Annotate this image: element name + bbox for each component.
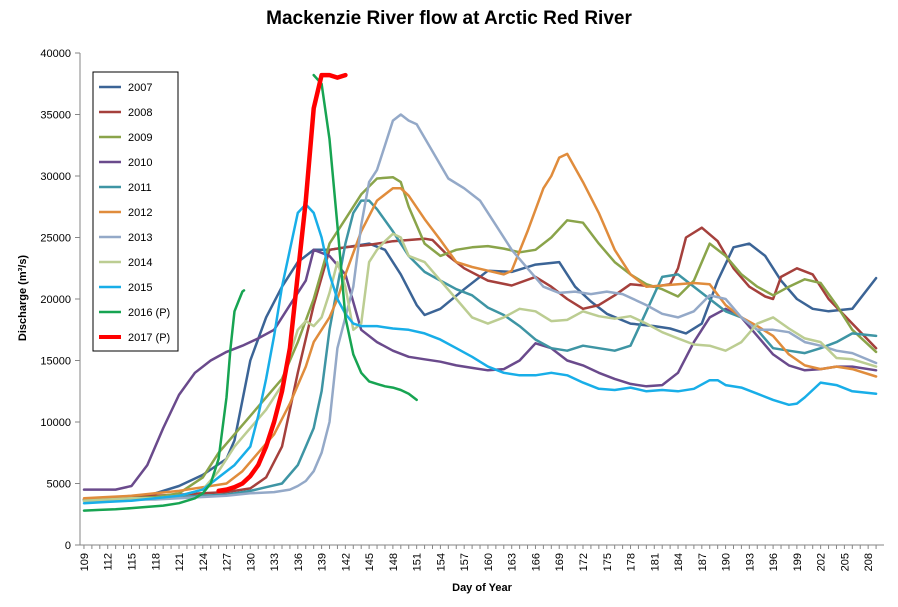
x-tick-label: 121 <box>174 553 186 571</box>
legend-label: 2012 <box>128 207 152 219</box>
x-tick-label: 166 <box>530 553 542 571</box>
x-tick-label: 139 <box>317 553 329 571</box>
x-tick-label: 208 <box>863 553 875 571</box>
series-line-2014 <box>82 232 878 502</box>
x-tick-label: 151 <box>412 553 424 571</box>
x-tick-label: 154 <box>435 553 447 571</box>
x-tick-label: 127 <box>222 553 234 571</box>
y-tick-label: 5000 <box>47 479 71 491</box>
series-line-2008 <box>82 226 878 501</box>
y-tick-label: 15000 <box>40 356 71 368</box>
x-tick-label: 133 <box>269 553 281 571</box>
x-tick-label: 181 <box>649 553 661 571</box>
series-line-2012 <box>82 152 878 500</box>
x-tick-label: 145 <box>364 553 376 571</box>
x-tick-label: 112 <box>103 553 115 571</box>
y-tick-label: 20000 <box>40 294 71 306</box>
x-tick-label: 157 <box>459 553 471 571</box>
chart-title: Mackenzie River flow at Arctic Red River <box>266 8 632 29</box>
x-tick-label: 124 <box>198 553 210 571</box>
legend-label: 2013 <box>128 232 152 244</box>
series-line-2011 <box>82 199 878 502</box>
series-line-2007 <box>82 242 878 501</box>
x-tick-label: 178 <box>626 553 638 571</box>
x-tick-label: 187 <box>697 553 709 571</box>
series-layer <box>82 72 878 512</box>
x-tick-label: 193 <box>744 553 756 571</box>
x-tick-label: 109 <box>79 553 91 571</box>
x-tick-label: 136 <box>293 553 305 571</box>
series-line-2016-p-b <box>312 73 418 402</box>
legend-label: 2016 (P) <box>128 307 170 319</box>
y-tick-label: 10000 <box>40 417 71 429</box>
legend-label: 2014 <box>128 257 152 269</box>
series-line-2015 <box>82 203 878 505</box>
x-tick-label: 190 <box>721 553 733 571</box>
legend: 2007 2008 2009 2010 2011 2012 2013 2014 2015 2016… <box>92 71 179 352</box>
series-line-2017-p <box>216 72 348 494</box>
y-tick-label: 25000 <box>40 233 71 245</box>
x-tick-label: 184 <box>673 553 685 571</box>
series-line-2013 <box>82 113 878 502</box>
series-line-2009 <box>82 175 878 501</box>
x-axis-title: Day of Year <box>452 582 512 594</box>
y-axis-title: Discharge (m³/s) <box>17 255 29 342</box>
legend-label: 2007 <box>128 82 152 94</box>
legend-label: 2008 <box>128 107 152 119</box>
x-tick-label: 115 <box>126 553 138 571</box>
series-line-2016-p <box>82 289 246 512</box>
legend-label: 2011 <box>128 182 152 194</box>
x-tick-label: 163 <box>507 553 519 571</box>
x-tick-label: 148 <box>388 553 400 571</box>
y-tick-label: 35000 <box>40 110 71 122</box>
x-tick-label: 202 <box>816 553 828 571</box>
chart-axes: 0 5000 10000 15000 20000 25000 30000 35000 40000… <box>40 48 884 571</box>
y-tick-label: 30000 <box>40 171 71 183</box>
y-tick-label: 40000 <box>40 48 71 60</box>
x-tick-label: 205 <box>839 553 851 571</box>
x-tick-label: 196 <box>768 553 780 571</box>
legend-label: 2017 (P) <box>128 332 170 344</box>
x-tick-label: 175 <box>602 553 614 571</box>
legend-label: 2009 <box>128 132 152 144</box>
x-tick-label: 160 <box>483 553 495 571</box>
y-tick-label: 0 <box>65 540 71 552</box>
x-tick-label: 199 <box>792 553 804 571</box>
x-tick-label: 130 <box>245 553 257 571</box>
x-tick-label: 172 <box>578 553 590 571</box>
legend-label: 2010 <box>128 157 152 169</box>
x-tick-label: 142 <box>340 553 352 571</box>
legend-label: 2015 <box>128 282 152 294</box>
x-tick-label: 118 <box>150 553 162 571</box>
x-tick-label: 169 <box>554 553 566 571</box>
